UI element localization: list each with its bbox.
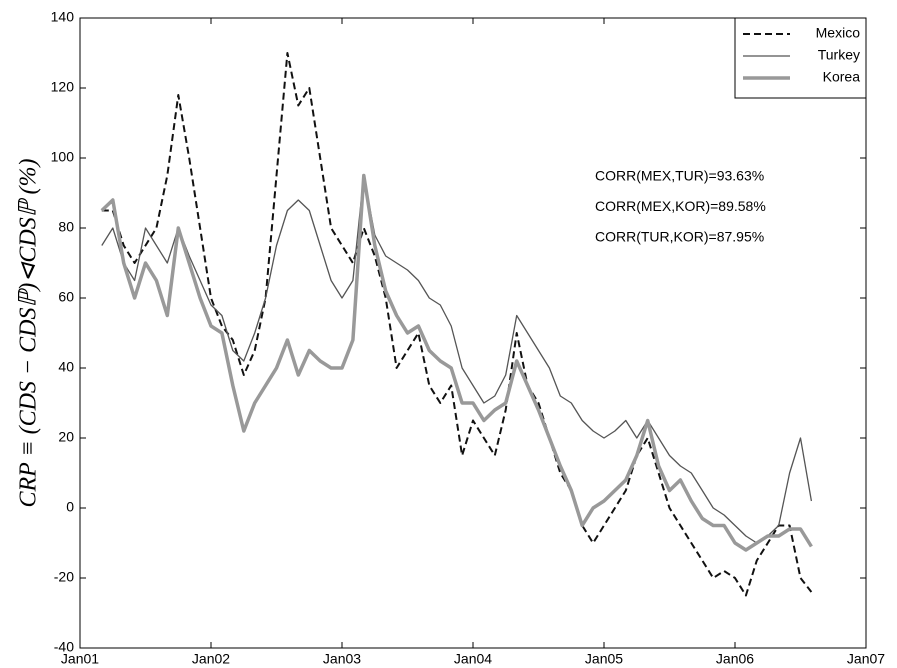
legend-label: Korea (823, 69, 861, 85)
x-tick-label: Jan07 (847, 651, 885, 667)
y-tick-label: 0 (66, 499, 74, 515)
y-tick-label: 20 (58, 429, 74, 445)
y-tick-label: 60 (58, 289, 74, 305)
x-tick-label: Jan03 (323, 651, 361, 667)
y-tick-label: 80 (58, 219, 74, 235)
y-tick-label: 120 (51, 79, 75, 95)
legend-label: Turkey (818, 47, 860, 63)
annotation: CORR(MEX,TUR)=93.63% (595, 168, 764, 184)
annotation: CORR(TUR,KOR)=87.95% (595, 229, 764, 245)
y-tick-label: 140 (51, 9, 75, 25)
y-tick-label: -40 (54, 639, 74, 655)
x-tick-label: Jan01 (61, 651, 99, 667)
y-tick-label: 40 (58, 359, 74, 375)
legend-box (734, 17, 867, 99)
y-axis-label: CRP ≡ (CDS − CDSℙ)⊲CDSℙ (%) (16, 158, 42, 507)
y-tick-label: 100 (51, 149, 75, 165)
y-tick-label: -20 (54, 569, 74, 585)
series-line (100, 173, 813, 552)
x-tick-label: Jan02 (192, 651, 230, 667)
x-tick-label: Jan06 (716, 651, 754, 667)
x-tick-label: Jan05 (585, 651, 623, 667)
series-line (101, 174, 813, 544)
x-tick-label: Jan04 (454, 651, 492, 667)
annotation: CORR(MEX,KOR)=89.58% (595, 198, 766, 214)
series-line (101, 52, 813, 597)
plot-frame (79, 17, 867, 649)
legend-label: Mexico (816, 25, 861, 41)
